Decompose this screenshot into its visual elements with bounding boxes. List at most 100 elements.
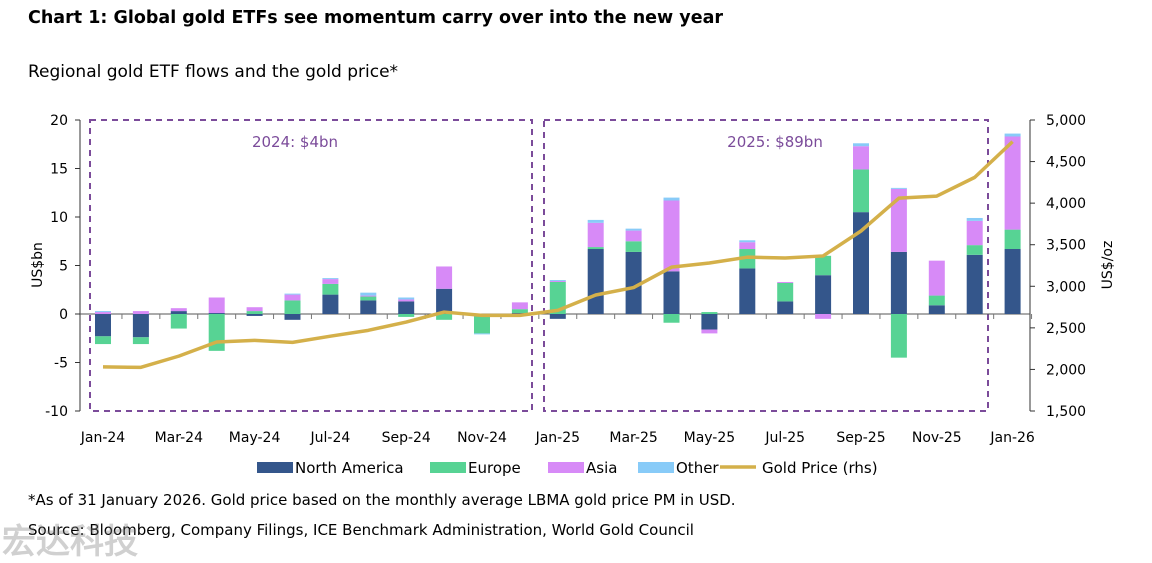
bar-asia xyxy=(284,294,301,301)
bar-north-america xyxy=(890,251,907,314)
bar-europe xyxy=(966,245,983,255)
bar-europe xyxy=(701,312,718,314)
x-tick-label: May-25 xyxy=(684,430,736,446)
bar-north-america xyxy=(398,301,415,314)
x-tick-label: Jan-24 xyxy=(80,430,126,446)
bar-other xyxy=(625,228,642,231)
bar-europe xyxy=(322,283,339,295)
legend-label: Asia xyxy=(586,459,617,477)
bar-other xyxy=(474,333,490,335)
bar-asia xyxy=(928,260,945,296)
bar-north-america xyxy=(95,314,111,337)
y-axis-title: US$bn xyxy=(30,242,46,288)
y-tick-label: 20 xyxy=(50,113,68,129)
bar-europe xyxy=(663,314,680,323)
bar-europe xyxy=(625,241,642,252)
bar-other xyxy=(549,280,566,282)
y2-tick-label: 2,000 xyxy=(1046,362,1086,378)
bar-other xyxy=(1004,133,1021,137)
bar-asia xyxy=(208,297,225,314)
y-tick-label: -10 xyxy=(45,404,68,420)
x-tick-label: May-24 xyxy=(229,430,281,446)
legend-swatch xyxy=(257,462,293,473)
footnote: *As of 31 January 2026. Gold price based… xyxy=(28,491,736,509)
x-tick-label: Jan-26 xyxy=(989,430,1035,446)
bar-north-america xyxy=(549,314,566,319)
bar-north-america xyxy=(284,314,301,320)
bar-asia xyxy=(587,222,604,248)
bar-north-america xyxy=(853,212,869,314)
bar-other xyxy=(284,293,301,295)
watermark: 宏达科技 xyxy=(2,522,138,562)
legend-label: North America xyxy=(295,459,404,477)
bar-europe xyxy=(170,314,187,329)
bar-asia xyxy=(246,307,263,312)
legend-swatch xyxy=(548,462,584,473)
legend-label: Gold Price (rhs) xyxy=(762,459,878,477)
bar-europe xyxy=(246,311,263,314)
y2-tick-label: 5,000 xyxy=(1046,113,1086,129)
bar-north-america xyxy=(170,311,187,314)
bar-asia xyxy=(132,311,149,314)
y-tick-label: 15 xyxy=(50,162,68,178)
x-tick-label: Mar-25 xyxy=(609,430,657,446)
bar-other xyxy=(360,292,377,296)
bar-asia xyxy=(322,279,339,284)
y2-tick-label: 2,500 xyxy=(1046,321,1086,337)
y2-tick-label: 1,500 xyxy=(1046,404,1086,420)
bar-other xyxy=(322,278,339,280)
bar-europe xyxy=(1004,229,1021,250)
y-tick-label: 10 xyxy=(50,210,68,226)
x-tick-label: Nov-24 xyxy=(457,430,507,446)
bar-asia xyxy=(1004,136,1021,230)
bar-north-america xyxy=(436,288,453,314)
bar-asia xyxy=(625,230,642,242)
bar-asia xyxy=(549,281,566,282)
x-tick-label: Sep-24 xyxy=(382,430,431,446)
bar-other xyxy=(663,197,680,201)
annotation-2025: 2025: $89bn xyxy=(727,133,823,151)
x-tick-label: Sep-25 xyxy=(836,430,885,446)
source-note: Source: Bloomberg, Company Filings, ICE … xyxy=(28,521,694,539)
bar-north-america xyxy=(132,314,149,338)
bar-europe xyxy=(398,314,415,317)
bar-asia xyxy=(398,299,415,302)
bar-europe xyxy=(436,314,453,320)
y-tick-label: 5 xyxy=(59,259,68,275)
bar-europe xyxy=(928,295,945,306)
legend-label: Other xyxy=(676,459,719,477)
bar-europe xyxy=(284,300,301,314)
bar-north-america xyxy=(777,301,794,314)
y2-tick-label: 4,500 xyxy=(1046,155,1086,171)
chart-subtitle: Regional gold ETF flows and the gold pri… xyxy=(28,62,399,82)
bar-asia xyxy=(663,200,680,272)
bar-north-america xyxy=(663,271,680,314)
period-box-2024 xyxy=(89,119,533,412)
bar-north-america xyxy=(322,294,339,314)
bar-europe xyxy=(890,314,907,358)
bar-north-america xyxy=(625,251,642,314)
y2-tick-label: 3,500 xyxy=(1046,238,1086,254)
x-tick-label: Jul-25 xyxy=(764,430,805,446)
bar-north-america xyxy=(511,313,528,314)
legend-swatch xyxy=(638,462,674,473)
bar-europe xyxy=(587,247,604,250)
bar-north-america xyxy=(587,249,604,314)
bar-asia xyxy=(853,146,869,170)
bar-north-america xyxy=(928,305,945,314)
bar-other xyxy=(890,187,907,189)
y2-axis-title: US$/oz xyxy=(1100,241,1116,290)
bar-asia xyxy=(777,281,794,283)
bar-other xyxy=(966,217,983,221)
y-tick-label: -5 xyxy=(54,356,68,372)
x-tick-label: Jan-25 xyxy=(535,430,580,446)
bar-asia xyxy=(966,220,983,246)
bar-asia xyxy=(95,312,111,314)
bar-other xyxy=(398,297,415,300)
legend-label: Europe xyxy=(468,459,521,477)
legend-swatch xyxy=(430,462,466,473)
bar-other xyxy=(739,240,756,243)
bar-north-america xyxy=(701,314,718,330)
bar-europe xyxy=(549,281,566,314)
bar-asia xyxy=(170,308,187,312)
